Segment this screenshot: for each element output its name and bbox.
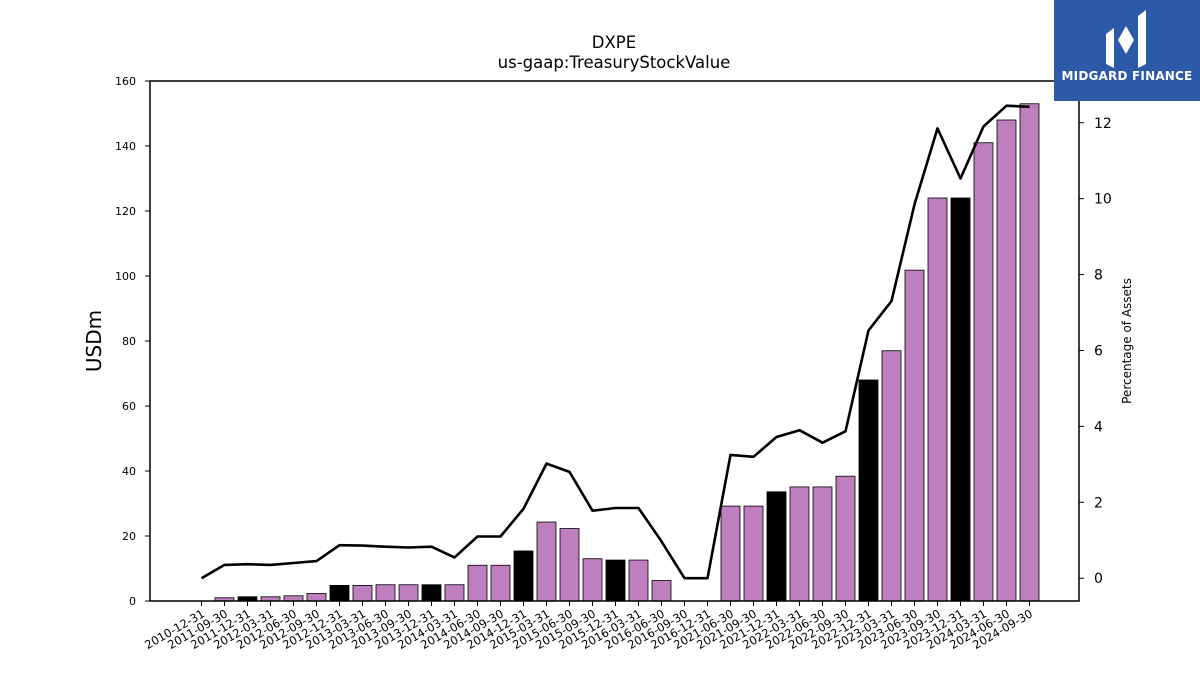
bar-2021-09-30 [743,505,764,602]
y2-tick-label: 4 [1094,419,1103,435]
bar-2016-06-30 [651,580,672,602]
bar-2023-03-31 [881,350,902,602]
bar-2022-03-31 [789,486,810,602]
bar-2013-12-31 [421,584,442,602]
chart-subtitle: us-gaap:TreasuryStockValue [498,53,731,72]
pct-assets-line [200,104,1030,580]
bar-2014-09-30 [490,564,511,602]
line-series [200,104,1030,580]
y2-tick-label: 8 [1094,268,1103,284]
bar-2013-09-30 [398,584,419,602]
bar-2024-09-30 [1019,103,1040,602]
bar-2023-09-30 [927,197,948,602]
bar-2012-06-30 [283,595,304,602]
bar-series [214,103,1040,602]
y2-tick-label: 12 [1094,116,1112,132]
y-tick-label: 40 [122,465,136,478]
bar-2024-06-30 [996,119,1017,602]
bar-2012-09-30 [306,593,327,602]
bar-2022-06-30 [812,486,833,602]
y-axis: 0 20 40 60 80 100 120 140 160 [115,75,150,608]
bar-2021-12-31 [766,491,787,602]
bar-2022-09-30 [835,475,856,602]
bar-2015-09-30 [582,558,603,602]
bar-2024-03-31 [973,142,994,602]
bar-2015-06-30 [559,528,580,602]
brand-name: MIDGARD FINANCE [1061,69,1193,83]
bar-2023-12-31 [950,197,971,602]
y2-axis: 0 2 4 6 8 10 12 [1079,116,1112,587]
bar-2012-12-31 [329,585,350,602]
y-tick-label: 100 [115,270,136,283]
brand-logo: MIDGARD FINANCE [1054,0,1200,101]
y2-axis-label: Percentage of Assets [1120,278,1134,404]
y2-tick-label: 6 [1094,343,1103,359]
bar-2014-12-31 [513,550,534,602]
logo-mark-icon [1106,10,1146,68]
bar-2015-03-31 [536,521,557,602]
bar-2015-12-31 [605,559,626,602]
bar-2013-06-30 [375,584,396,602]
bar-2013-03-31 [352,585,373,602]
bar-2023-06-30 [904,269,925,602]
y-tick-label: 120 [115,205,136,218]
y-tick-label: 140 [115,140,136,153]
bar-2022-12-31 [858,379,879,602]
bar-2021-06-30 [720,505,741,602]
y2-tick-label: 0 [1094,571,1103,587]
y-tick-label: 160 [115,75,136,88]
y-tick-label: 0 [129,595,136,608]
x-axis: 2010-12-312011-09-302011-12-312012-03-31… [142,601,1035,652]
y2-tick-label: 10 [1094,192,1112,208]
y-tick-label: 20 [122,530,136,543]
y-tick-label: 60 [122,400,136,413]
bar-2014-03-31 [444,584,465,602]
chart-title: DXPE [592,33,636,52]
y-tick-label: 80 [122,335,136,348]
bar-2014-06-30 [467,564,488,602]
y2-tick-label: 2 [1094,495,1103,511]
y-axis-label: USDm [82,310,106,372]
bar-2016-03-31 [628,559,649,602]
